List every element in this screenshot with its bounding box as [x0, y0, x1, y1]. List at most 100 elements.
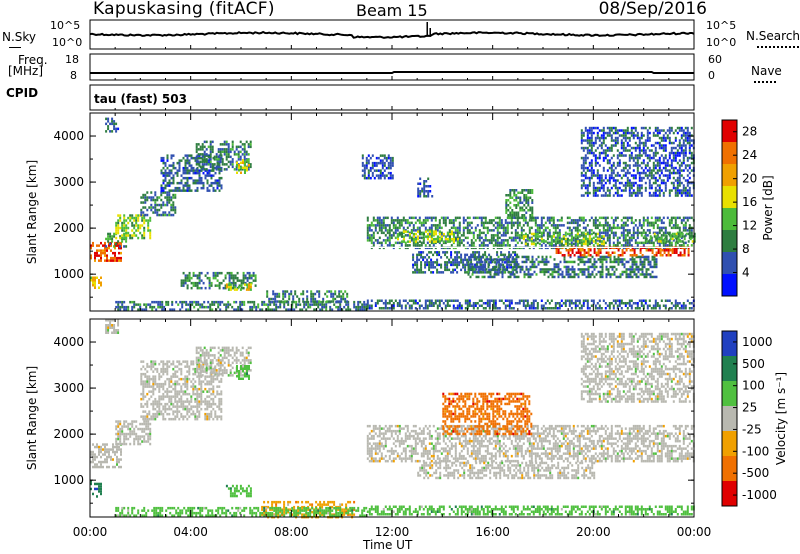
heatmap-cell [674, 299, 677, 302]
heatmap-cell [230, 276, 233, 280]
heatmap-cell [230, 271, 233, 275]
heatmap-cell [275, 303, 278, 306]
heatmap-cell [527, 270, 530, 274]
heatmap-cell [496, 244, 499, 247]
heatmap-cell [140, 208, 143, 212]
heatmap-cell [267, 303, 270, 306]
heatmap-cell [412, 258, 415, 262]
heatmap-cell [652, 166, 655, 170]
heatmap-cell [245, 150, 248, 154]
heatmap-cell [656, 179, 659, 182]
heatmap-cell [206, 171, 209, 175]
heatmap-cell [592, 221, 595, 225]
heatmap-cell [176, 171, 179, 175]
heatmap-cell [682, 169, 685, 172]
heatmap-cell [506, 231, 509, 235]
heatmap-cell [476, 234, 479, 237]
heatmap-cell [160, 184, 163, 187]
heatmap-cell [149, 216, 152, 220]
heatmap-cell [616, 194, 619, 197]
heatmap-cell [648, 229, 651, 232]
heatmap-cell [208, 169, 211, 172]
heatmap-cell [670, 129, 673, 132]
heatmap-cell [133, 219, 136, 222]
heatmap-cell [514, 236, 517, 240]
heatmap-cell [90, 246, 92, 250]
heatmap-cell [540, 226, 543, 230]
heatmap-cell [524, 221, 527, 225]
heatmap-cell [600, 231, 603, 235]
heatmap-cell [528, 219, 531, 222]
heatmap-cell [392, 219, 395, 222]
heatmap-cell [598, 144, 601, 147]
heatmap-cell [590, 229, 593, 232]
heatmap-cell [630, 244, 633, 247]
heatmap-cell [630, 239, 633, 242]
heatmap-cell [650, 169, 653, 172]
heatmap-cell [192, 166, 195, 170]
heatmap-cell [616, 156, 619, 160]
heatmap-cell [390, 234, 393, 237]
heatmap-cell [294, 290, 297, 293]
heatmap-cell [631, 265, 634, 269]
heatmap-cell [416, 261, 419, 264]
heatmap-cell [618, 299, 621, 302]
heatmap-cell [266, 292, 269, 296]
heatmap-cell [604, 151, 607, 155]
heatmap-cell [532, 304, 535, 307]
heatmap-cell [432, 224, 435, 227]
heatmap-cell [525, 273, 528, 276]
heatmap-cell [472, 241, 475, 245]
heatmap-cell [677, 237, 680, 241]
heatmap-cell [515, 260, 518, 264]
heatmap-cell [676, 179, 679, 182]
heatmap-cell [160, 191, 163, 194]
heatmap-cell [602, 149, 605, 152]
heatmap-cell [268, 300, 271, 303]
heatmap-cell [496, 261, 499, 264]
heatmap-cell [450, 256, 453, 259]
heatmap-cell [94, 284, 96, 287]
heatmap-cell [219, 308, 222, 311]
heatmap-cell [556, 240, 559, 243]
heatmap-cell [398, 224, 401, 227]
heatmap-cell [581, 249, 584, 252]
heatmap-cell [676, 154, 679, 157]
heatmap-cell [562, 235, 565, 238]
heatmap-cell [690, 307, 693, 310]
heatmap-cell [600, 174, 603, 177]
heatmap-cell [154, 198, 157, 202]
heatmap-cell [528, 239, 531, 242]
heatmap-cell [567, 265, 570, 269]
heatmap-cell [607, 251, 610, 254]
heatmap-cell [642, 126, 645, 130]
heatmap-cell [197, 300, 200, 304]
heatmap-cell [588, 141, 591, 145]
heatmap-cell [638, 231, 641, 235]
heatmap-cell [186, 189, 189, 192]
heatmap-cell [653, 254, 656, 257]
heatmap-cell [653, 258, 656, 261]
heatmap-cell [557, 270, 560, 274]
heatmap-cell [613, 273, 616, 276]
heatmap-cell [596, 226, 599, 230]
heatmap-cell [244, 164, 246, 167]
heatmap-cell [679, 240, 682, 243]
heatmap-cell [684, 151, 687, 155]
heatmap-cell [600, 176, 603, 180]
heatmap-cell [586, 149, 589, 152]
heatmap-cell [648, 191, 651, 195]
heatmap-cell [186, 154, 189, 157]
heatmap-cell [380, 224, 383, 227]
heatmap-cell [182, 271, 185, 275]
heatmap-cell [466, 271, 469, 274]
heatmap-cell [486, 239, 489, 242]
heatmap-cell [598, 216, 601, 220]
heatmap-cell [417, 235, 419, 238]
heatmap-cell [622, 134, 625, 137]
heatmap-cell [576, 232, 579, 236]
heatmap-cell [638, 307, 641, 310]
heatmap-cell [131, 214, 134, 217]
heatmap-cell [462, 226, 465, 230]
heatmap-cell [644, 154, 647, 157]
